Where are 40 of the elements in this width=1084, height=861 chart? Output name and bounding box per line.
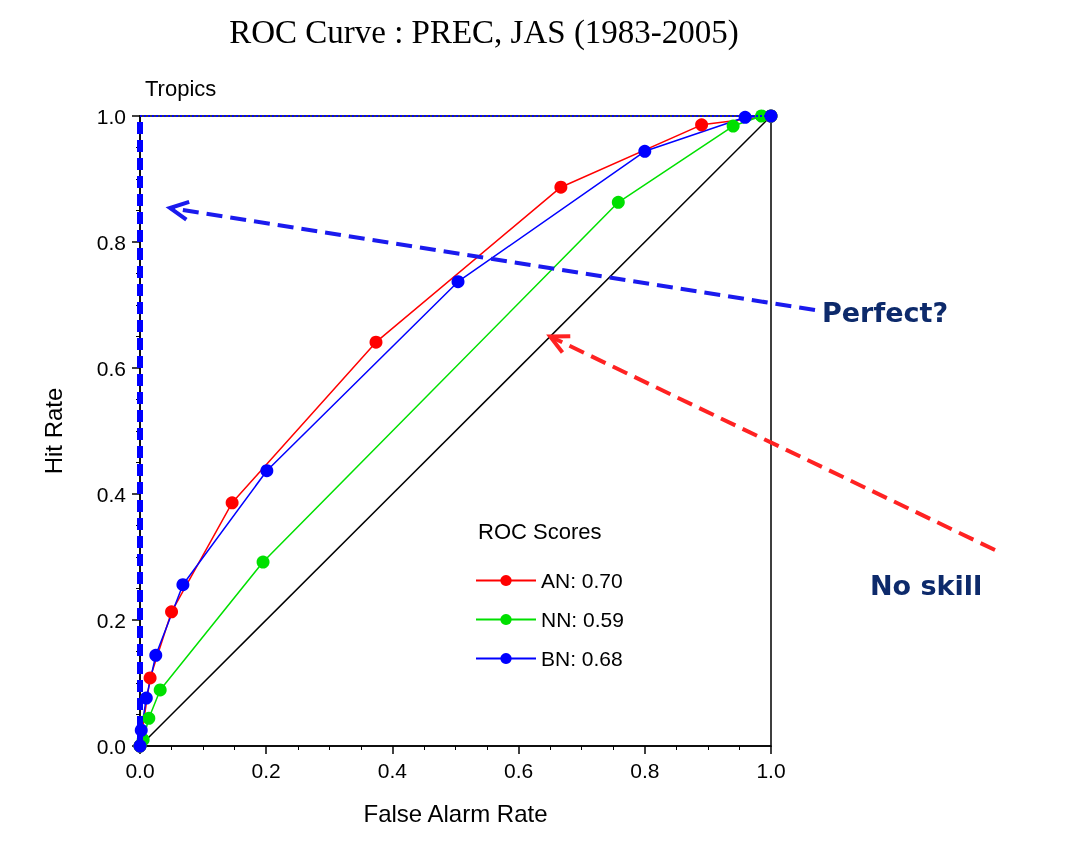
legend-label: BN: 0.68	[541, 647, 623, 670]
point	[695, 118, 709, 132]
point	[139, 691, 153, 705]
point	[260, 464, 274, 478]
y-axis-title: Hit Rate	[39, 387, 67, 475]
chart-title: ROC Curve : PREC, JAS (1983-2005)	[229, 13, 739, 51]
chart-subtitle: Tropics	[145, 75, 217, 101]
y-tick-label: 0.8	[96, 230, 126, 254]
point	[726, 119, 740, 133]
y-tick-label: 1.0	[96, 104, 126, 128]
legend-label: NN: 0.59	[541, 608, 624, 631]
point	[165, 605, 179, 619]
x-tick-label: 0.2	[251, 759, 281, 782]
point	[142, 711, 156, 725]
y-tick-label: 0.6	[96, 356, 126, 380]
x-tick-label: 1.0	[756, 759, 786, 782]
point	[153, 683, 167, 697]
x-tick-label: 0.0	[125, 759, 155, 782]
point	[554, 180, 568, 194]
x-tick-label: 0.8	[630, 759, 660, 782]
point	[738, 110, 752, 124]
y-tick-label: 0.2	[96, 608, 126, 632]
x-tick-label: 0.4	[377, 759, 408, 782]
point	[176, 578, 190, 592]
point	[149, 648, 163, 662]
point	[638, 144, 652, 158]
x-tick-label: 0.6	[504, 759, 534, 782]
y-tick-label: 0.4	[96, 482, 127, 506]
point	[369, 335, 383, 349]
point	[451, 275, 465, 289]
point	[256, 555, 270, 569]
annotation: No skill	[870, 570, 983, 601]
point	[225, 496, 239, 510]
text: Perfect?	[822, 297, 949, 328]
point	[143, 671, 157, 685]
y-tick-label: 0.0	[96, 734, 126, 758]
legend-label: AN: 0.70	[541, 569, 623, 592]
point	[611, 195, 625, 209]
legend-title: ROC Scores	[478, 518, 602, 544]
x-axis-title: False Alarm Rate	[363, 799, 548, 827]
